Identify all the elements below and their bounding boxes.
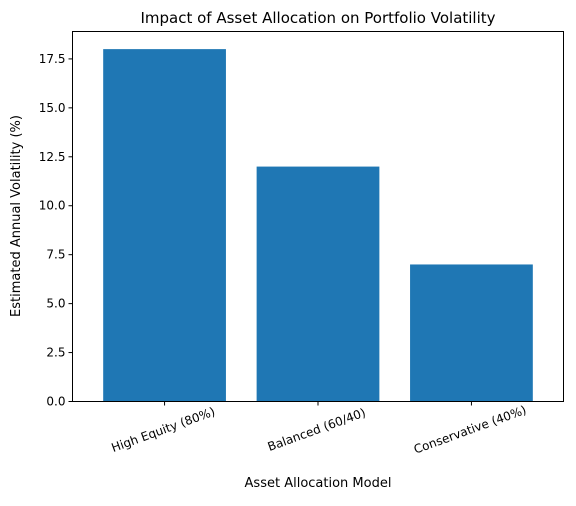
bar-2 (256, 166, 380, 402)
y-axis: 0.0 2.5 5.0 7.5 10.0 12.5 15.0 17.5 (39, 52, 73, 409)
bars-group (103, 49, 533, 402)
x-axis: High Equity (80%) Balanced (60/40) Conserv… (109, 401, 528, 457)
y-tick-label: 2.5 (46, 346, 65, 360)
y-tick-label: 0.0 (46, 395, 65, 409)
y-axis-label: Estimated Annual Volatility (%) (9, 115, 24, 317)
x-axis-label: Asset Allocation Model (245, 476, 392, 491)
y-tick-label: 17.5 (39, 52, 66, 66)
y-tick-label: 5.0 (46, 297, 65, 311)
plot-frame (72, 31, 564, 402)
y-tick-label: 15.0 (39, 101, 66, 115)
x-tick-label: Conservative (40%) (412, 403, 528, 457)
bar-1 (103, 49, 226, 402)
chart-title: Impact of Asset Allocation on Portfolio … (140, 9, 495, 27)
y-tick-label: 12.5 (39, 150, 66, 164)
bar-3 (410, 264, 533, 402)
y-tick-label: 10.0 (39, 199, 66, 213)
x-tick-label: Balanced (60/40) (266, 406, 368, 454)
x-tick-label: High Equity (80%) (109, 404, 216, 455)
y-tick-label: 7.5 (46, 248, 65, 262)
